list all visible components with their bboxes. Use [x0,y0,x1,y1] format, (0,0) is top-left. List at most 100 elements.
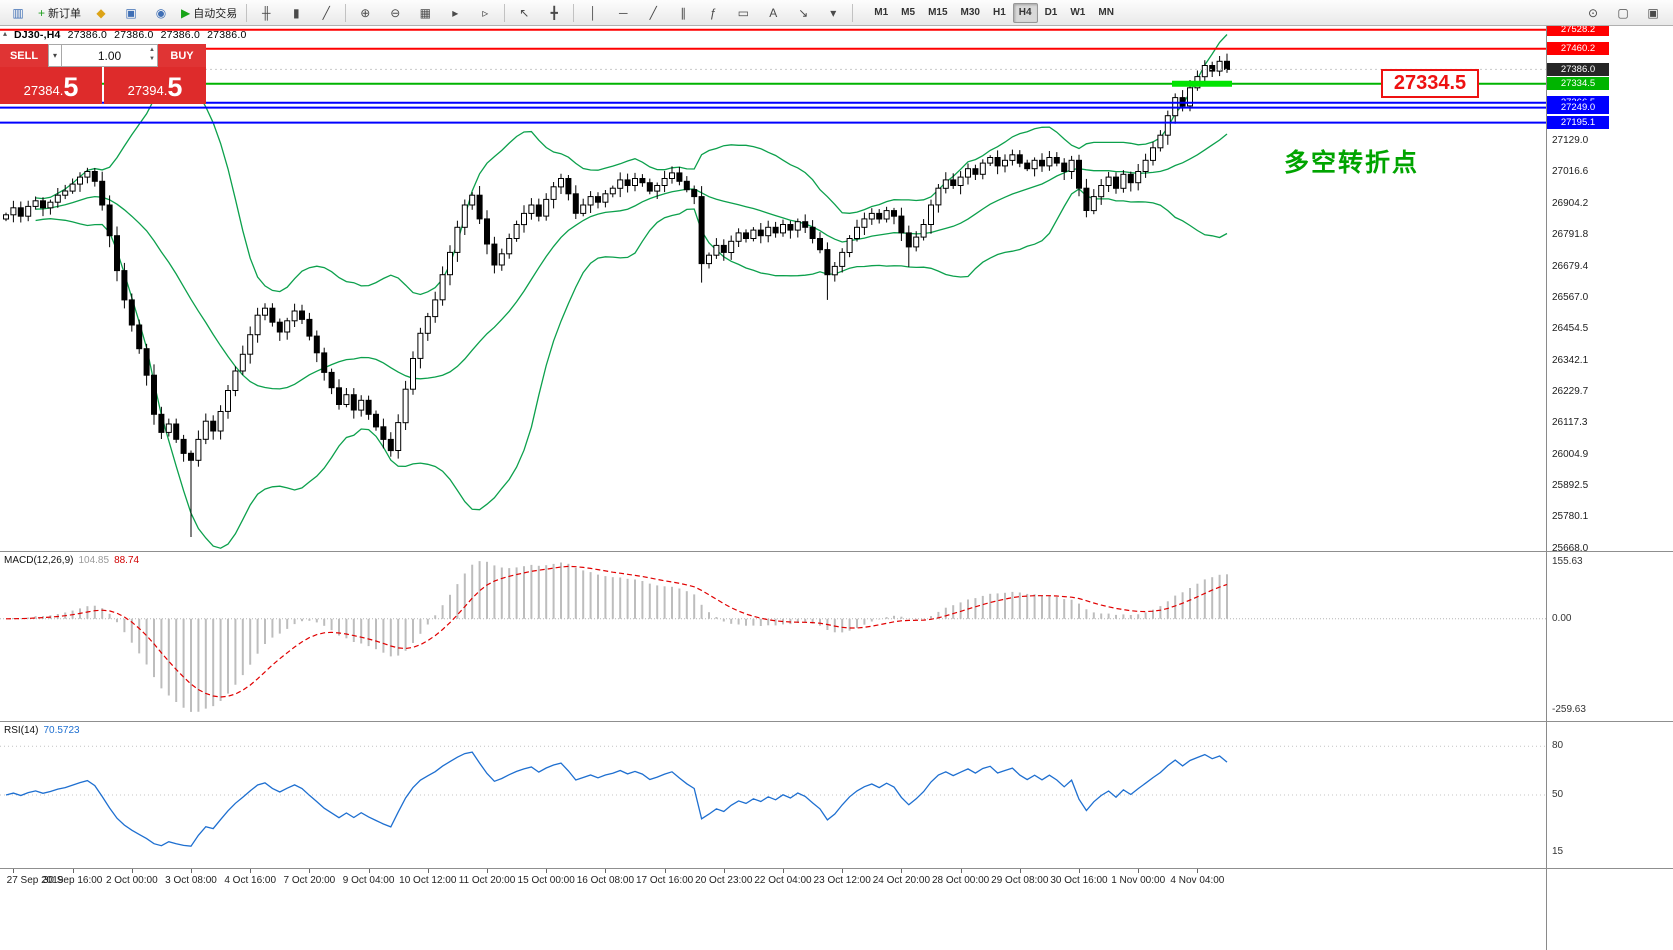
time-axis-label: 30 Sep 16:00 [42,875,103,886]
timeframe-h1[interactable]: H1 [992,7,1006,18]
trendline-icon: ╱ [649,5,657,20]
timeframe-mn[interactable]: MN [1098,7,1114,18]
timeframe-m5[interactable]: M5 [901,7,916,18]
buy-price-button[interactable]: 27394. 5 [104,67,206,104]
time-tick [546,869,548,873]
tile-windows-button[interactable]: ▦ [411,2,439,24]
time-tick [783,869,784,873]
text-label-icon: A [769,5,778,20]
time-axis[interactable]: 27 Sep 2019 30 Sep 16:00 2 Oct 00:00 3 Oct … [0,868,1546,950]
zoom-out-button[interactable]: ⊖ [381,2,409,24]
macd-label: MACD(12,26,9) 104.85 88.74 [4,555,140,566]
equidistant-channel-button[interactable]: ∥ [669,2,697,24]
market-watch-icon[interactable]: ▣ [117,2,145,24]
toolbar-right-group: ⊙ ▢ ▣ [1579,2,1669,24]
price-level-tag: 27195.1 [1547,116,1609,130]
spin-down-icon[interactable]: ▼ [149,56,155,62]
macd-panel[interactable]: MACD(12,26,9) 104.85 88.74 [0,552,1546,721]
auto-scroll-button[interactable]: ▸ [441,2,469,24]
zoom-in-button[interactable]: ⊕ [351,2,379,24]
candlestick-chart[interactable] [0,25,1546,551]
horizontal-line-icon: ─ [618,5,628,20]
sell-button[interactable]: SELL [0,44,48,67]
macd-axis-min: -259.63 [1552,703,1586,715]
axis-price-label: 25668.0 [1552,542,1589,554]
time-axis-label: 15 Oct 00:00 [517,875,575,886]
arrow-tools-button[interactable]: ↘ [789,2,817,24]
axis-price-label: 26004.9 [1552,448,1589,460]
market-watch-icon-icon: ▣ [125,5,137,20]
auto-trading-button[interactable]: ▶ 自动交易 [177,2,241,24]
text-label-button[interactable]: A [759,2,787,24]
spin-up-icon[interactable]: ▲ [149,47,155,53]
volume-dropdown[interactable]: ▾ [48,44,62,67]
auto-trading-icon: ▶ [181,5,191,20]
trendline-button[interactable]: ╱ [639,2,667,24]
more-drawing-tools-dropdown[interactable]: ▾ [819,2,847,24]
candlestick-chart-button[interactable]: ▮ [282,2,310,24]
toolbar-separator [246,3,248,22]
time-axis-label: 22 Oct 04:00 [754,875,812,886]
timeframe-m15[interactable]: M15 [928,7,948,18]
new-order-button[interactable]: + 新订单 [34,2,85,24]
ohlc-close: 27386.0 [207,29,247,41]
timeframe-m1[interactable]: M1 [874,7,889,18]
panel-separator[interactable] [0,868,1673,869]
time-axis-label: 16 Oct 08:00 [576,875,635,886]
chart-shift-icon: ▹ [482,5,489,20]
vertical-line-button[interactable]: │ [579,2,607,24]
volume-input[interactable]: 1.00 ▲ ▼ [62,44,158,67]
bar-chart-button[interactable]: ╫ [252,2,280,24]
line-chart-icon: ╱ [322,5,330,20]
panel-separator[interactable] [0,721,1673,722]
symbol-period-label: DJ30-,H4 [14,29,61,41]
time-tick [664,869,666,873]
time-axis-label: 10 Oct 12:00 [399,875,457,886]
macd-axis-max: 155.63 [1552,556,1583,568]
equidistant-channel-icon: ∥ [680,5,687,20]
windows-list-icon[interactable]: ▢ [1617,5,1629,20]
price-axis[interactable]: 27129.0 27016.6 26904.2 26791.8 26679.4 26567… [1546,23,1673,950]
new-chart-icon[interactable]: ▥ [4,2,32,24]
timeframe-m30[interactable]: M30 [960,7,980,18]
rsi-axis-80: 80 [1552,740,1564,752]
horizontal-line-button[interactable]: ─ [609,2,637,24]
axis-price-label: 26791.8 [1552,229,1589,241]
search-icon[interactable]: ⊙ [1587,5,1599,20]
axis-price-label: 27016.6 [1552,166,1589,178]
turning-point-annotation[interactable]: 多空转折点 [1284,148,1420,177]
collapse-panel-icon[interactable]: ▴ [3,29,8,38]
rsi-chart[interactable] [0,722,1546,868]
price-annotation-box[interactable]: 27334.5 [1381,69,1479,98]
time-axis-label: 30 Oct 16:00 [1050,875,1108,886]
time-axis-label: 17 Oct 16:00 [635,875,694,886]
buy-button[interactable]: BUY [158,44,206,67]
chart-shift-button[interactable]: ▹ [471,2,499,24]
shapes-button[interactable]: ▭ [729,2,757,24]
favorites-icon[interactable]: ◆ [87,2,115,24]
timeframe-d1[interactable]: D1 [1044,7,1058,18]
macd-chart[interactable] [0,552,1546,721]
fibonacci-button[interactable]: ƒ [699,2,727,24]
line-chart-button[interactable]: ╱ [312,2,340,24]
timeframe-h4[interactable]: H4 [1012,2,1038,23]
price-level-tag: 27460.2 [1547,42,1609,56]
cursor-button[interactable]: ↖ [510,2,538,24]
buy-price-pips: 5 [167,72,183,102]
main-chart-panel[interactable] [0,25,1546,551]
panel-separator[interactable] [0,551,1673,552]
time-tick [1019,869,1021,873]
sell-price-button[interactable]: 27384. 5 [0,67,102,104]
time-tick [1079,869,1080,873]
fullscreen-icon[interactable]: ▣ [1647,5,1659,20]
price-level-tag: 27334.5 [1547,77,1609,91]
volume-spinner[interactable]: ▲ ▼ [149,46,155,64]
crosshair-button[interactable]: ╋ [540,2,568,24]
more-drawing-tools-icon: ▾ [830,5,837,20]
rsi-panel[interactable]: RSI(14) 70.5723 [0,722,1546,868]
timeframe-w1[interactable]: W1 [1070,7,1086,18]
toolbar-separator [852,3,854,22]
new-order-icon: + [38,5,46,20]
signals-icon[interactable]: ◉ [147,2,175,24]
